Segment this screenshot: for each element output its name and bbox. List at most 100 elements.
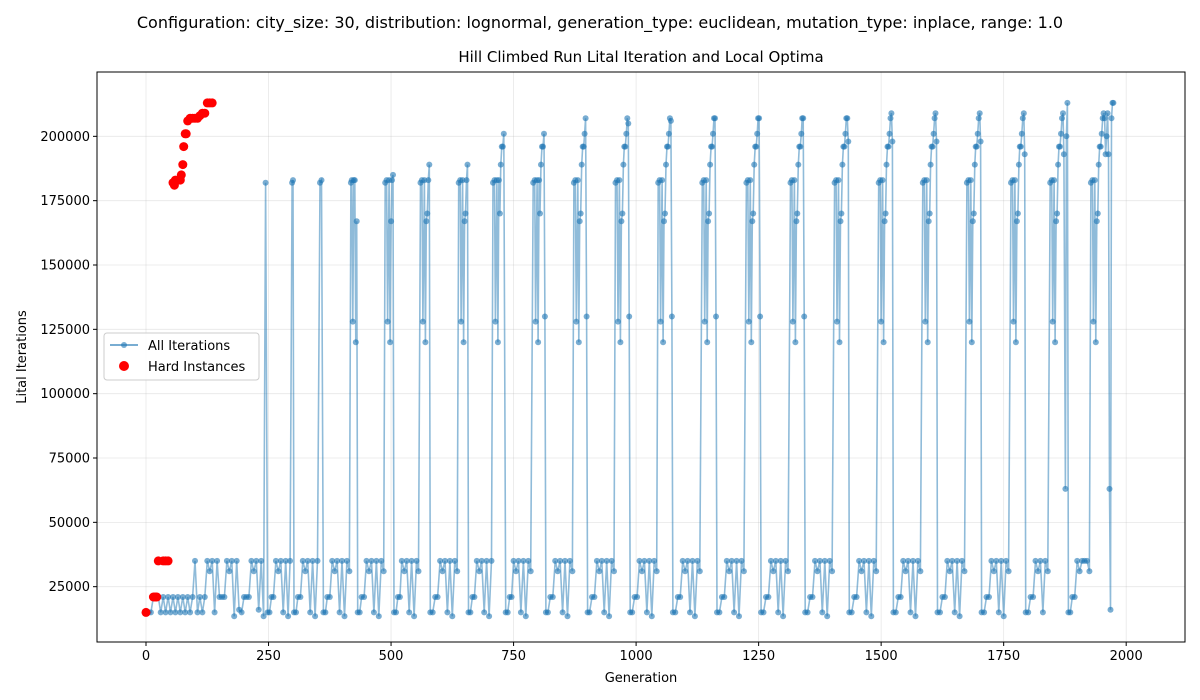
all-iterations-point [157, 609, 164, 616]
all-iterations-point [1086, 568, 1093, 575]
all-iterations-point [615, 318, 621, 325]
all-iterations-point [740, 568, 747, 575]
all-iterations-point [179, 594, 186, 600]
all-iterations-point [863, 609, 870, 616]
all-iterations-point [793, 218, 800, 225]
all-iterations-point [266, 609, 273, 616]
all-iterations-point [282, 557, 289, 564]
all-iterations-point [214, 557, 221, 564]
all-iterations-point [792, 339, 799, 346]
all-iterations-point [798, 130, 805, 137]
all-iterations-point [1044, 568, 1051, 575]
all-iterations-point [334, 557, 341, 564]
x-tick-label: 1500 [865, 649, 898, 664]
all-iterations-point [293, 609, 299, 616]
all-iterations-point [167, 609, 174, 616]
all-iterations-point [363, 557, 370, 564]
all-iterations-point [800, 115, 807, 122]
all-iterations-point [723, 557, 730, 564]
all-iterations-point [1092, 339, 1099, 346]
all-iterations-point [1021, 151, 1028, 158]
all-iterations-point [423, 218, 430, 225]
y-tick-label: 100000 [40, 387, 90, 402]
legend-label-hard-instances: Hard Instances [148, 360, 246, 375]
all-iterations-point [834, 318, 840, 325]
all-iterations-point [425, 177, 432, 184]
all-iterations-point [924, 339, 931, 346]
all-iterations-point [689, 557, 696, 564]
all-iterations-point [682, 568, 689, 575]
all-iterations-point [387, 339, 394, 346]
all-iterations-point [1042, 557, 1049, 564]
all-iterations-point [460, 339, 467, 346]
all-iterations-point [248, 557, 255, 564]
all-iterations-point [1071, 594, 1078, 600]
all-iterations-point [922, 318, 929, 325]
all-iterations-point [302, 568, 309, 575]
all-iterations-point [368, 557, 375, 564]
all-iterations-point [1037, 557, 1044, 564]
all-iterations-point [639, 568, 645, 575]
all-iterations-point [1057, 143, 1063, 150]
legend-marker-hard-instances [119, 361, 129, 371]
all-iterations-point [754, 130, 761, 137]
all-iterations-point [513, 568, 519, 575]
all-iterations-point [712, 115, 718, 122]
all-iterations-point [886, 130, 893, 137]
all-iterations-point [250, 568, 257, 575]
all-iterations-point [1025, 609, 1032, 616]
all-iterations-point [687, 609, 693, 616]
all-iterations-point [515, 557, 522, 564]
all-iterations-point [373, 557, 380, 564]
all-iterations-point [704, 339, 711, 346]
all-iterations-point [837, 218, 844, 225]
all-iterations-point [437, 557, 444, 564]
all-iterations-point [351, 177, 358, 184]
all-iterations-point [462, 210, 469, 217]
all-iterations-point [415, 568, 422, 575]
all-iterations-point [442, 557, 448, 564]
axes-frame [96, 71, 1186, 643]
all-iterations-point [1005, 568, 1012, 575]
all-iterations-point [879, 177, 886, 184]
all-iterations-point [988, 557, 995, 564]
all-iterations-point [577, 210, 584, 217]
figure-suptitle: Configuration: city_size: 30, distributi… [137, 13, 1063, 33]
all-iterations-point [486, 613, 493, 620]
all-iterations-point [1063, 133, 1070, 140]
all-iterations-point [541, 313, 548, 320]
x-tick-label: 750 [501, 649, 526, 664]
all-iterations-point [504, 609, 511, 616]
all-iterations-point [378, 557, 385, 564]
all-iterations-point [500, 130, 507, 137]
y-axis-ticks: 25000 50000 75000 100000 125000 150000 175000 2… [40, 130, 97, 595]
all-iterations-point [211, 609, 218, 616]
all-iterations-point [1107, 606, 1114, 613]
all-iterations-point [889, 138, 896, 145]
all-iterations-point [449, 613, 456, 620]
all-iterations-point [464, 161, 471, 168]
all-iterations-point [973, 143, 980, 150]
all-iterations-point [461, 218, 468, 225]
all-iterations-point [540, 143, 546, 150]
all-iterations-point [816, 557, 823, 564]
all-iterations-point [508, 594, 515, 600]
all-iterations-point [532, 318, 539, 325]
all-iterations-point [444, 609, 451, 616]
all-iterations-point [1084, 557, 1090, 564]
all-iterations-point [836, 339, 843, 346]
all-iterations-point [483, 557, 490, 564]
all-iterations-point [192, 557, 198, 564]
all-iterations-point [535, 339, 542, 346]
all-iterations-point [887, 115, 894, 122]
all-iterations-point [162, 609, 169, 616]
all-iterations-point [659, 177, 666, 184]
all-iterations-point [951, 609, 958, 616]
all-iterations-point [408, 557, 415, 564]
all-iterations-point [366, 568, 372, 575]
all-iterations-point [967, 177, 974, 184]
all-iterations-point [419, 318, 426, 325]
all-iterations-point [1030, 594, 1037, 600]
all-iterations-point [238, 609, 245, 616]
all-iterations-point [341, 613, 348, 620]
